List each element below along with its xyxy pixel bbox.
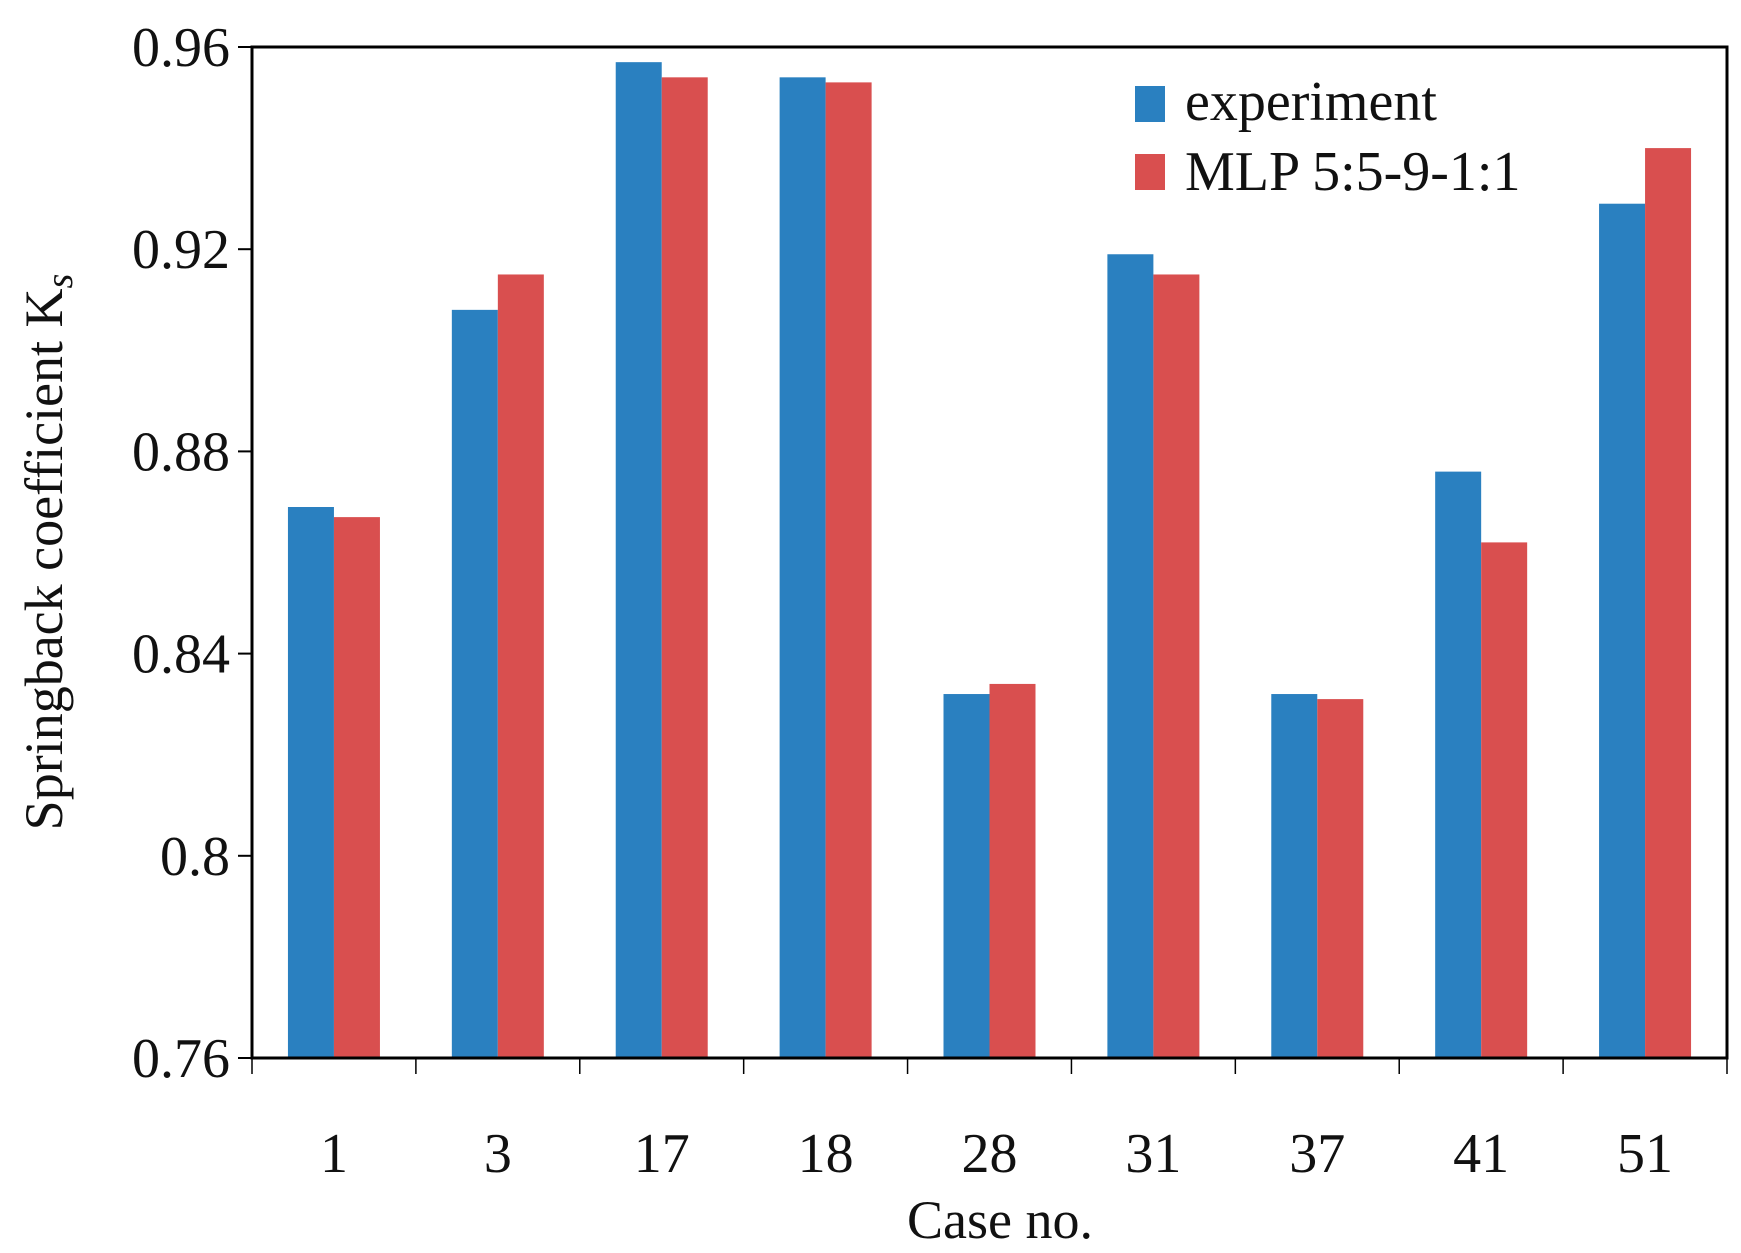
bar-experiment-case-3 [451, 309, 498, 1058]
y-axis: 0.76 0.8 0.84 0.88 0.92 0.96 [132, 17, 252, 1090]
bar-mlp-case-41 [1481, 542, 1528, 1058]
bar-mlp-case-37 [1317, 699, 1364, 1058]
y-tick-label: 0.84 [132, 624, 230, 686]
x-axis: 1 3 17 18 28 31 37 41 51 [251, 1058, 1728, 1185]
x-tick-label: 41 [1453, 1123, 1509, 1185]
bar-experiment-case-51 [1599, 203, 1646, 1058]
x-tick-label: 1 [320, 1123, 348, 1185]
x-tick-label: 31 [1125, 1123, 1181, 1185]
y-tick-label: 0.8 [160, 826, 230, 888]
bar-mlp-case-28 [989, 683, 1036, 1058]
y-tick-label: 0.96 [132, 17, 230, 79]
bar-experiment-case-31 [1107, 254, 1154, 1058]
bar-experiment-case-37 [1271, 694, 1318, 1058]
x-axis-title: Case no. [907, 1190, 1093, 1250]
legend: experiment MLP 5:5-9-1:1 [1135, 71, 1520, 203]
y-tick-label: 0.92 [132, 219, 230, 281]
legend-label-experiment: experiment [1185, 71, 1437, 133]
bars-group [252, 62, 1727, 1060]
legend-swatch-mlp [1135, 154, 1165, 190]
bar-experiment-case-28 [943, 694, 990, 1058]
bar-mlp-case-51 [1645, 148, 1692, 1059]
x-tick-label: 3 [484, 1123, 512, 1185]
bar-mlp-case-17 [661, 77, 708, 1058]
y-axis-title: Springback coefficient Ks [14, 274, 81, 831]
y-axis-title-subscript: s [39, 274, 81, 289]
x-tick-label: 37 [1289, 1123, 1345, 1185]
legend-swatch-experiment [1135, 86, 1165, 122]
bar-experiment-case-18 [779, 77, 826, 1058]
y-tick-label: 0.76 [132, 1028, 230, 1090]
legend-label-mlp: MLP 5:5-9-1:1 [1185, 141, 1520, 203]
x-tick-label: 28 [962, 1123, 1018, 1185]
y-axis-title-main: Springback coefficient K [14, 288, 74, 830]
bar-experiment-case-17 [615, 62, 662, 1059]
bar-mlp-case-18 [825, 82, 872, 1058]
bar-mlp-case-3 [497, 274, 544, 1059]
bar-mlp-case-31 [1153, 274, 1200, 1059]
x-tick-label: 51 [1617, 1123, 1673, 1185]
bar-experiment-case-41 [1435, 471, 1482, 1058]
bar-experiment-case-1 [287, 507, 334, 1058]
x-tick-label: 18 [798, 1123, 854, 1185]
bar-mlp-case-1 [333, 517, 380, 1058]
x-tick-label: 17 [634, 1123, 690, 1185]
y-tick-label: 0.88 [132, 421, 230, 483]
